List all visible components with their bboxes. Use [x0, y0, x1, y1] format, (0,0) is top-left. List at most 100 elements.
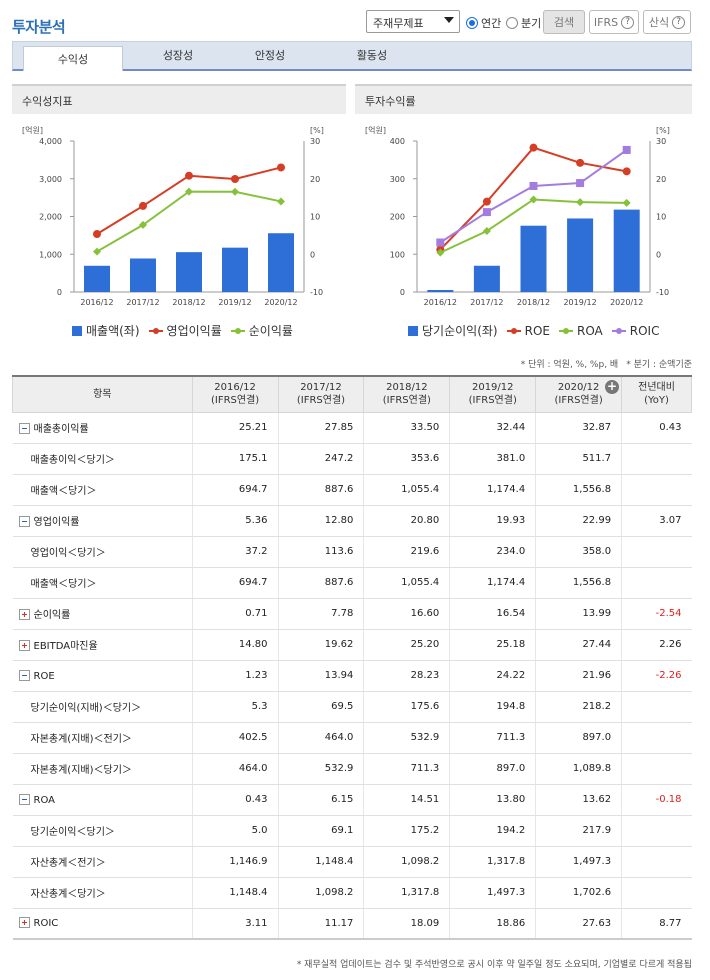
- tab-growth[interactable]: 성장성: [162, 49, 194, 62]
- value-cell: 113.6: [277, 536, 364, 568]
- row-label: ROIC: [33, 918, 59, 930]
- profitability-table: 항목 2016/12 (IFRS연결) 2017/12 (IFRS연결) 2018/12(…: [12, 375, 692, 940]
- right-axis-unit: [%]: [310, 126, 324, 135]
- collapse-icon[interactable]: [18, 793, 30, 805]
- x-tick-label: 2017/12: [126, 298, 159, 307]
- data-point[interactable]: [576, 158, 585, 167]
- data-point[interactable]: [277, 197, 285, 206]
- value-cell: 1,148.4: [191, 877, 279, 909]
- y-tick-label-right: 30: [656, 137, 666, 146]
- value-cell: 32.44: [449, 412, 536, 444]
- table-row: 자본총계(지배)＜당기＞ 464.0 532.9 711.3 897.0 1,089.8: [12, 753, 692, 785]
- data-point[interactable]: [482, 227, 491, 236]
- bar[interactable]: [130, 258, 156, 292]
- row-label: 영업이익＜당기＞: [30, 548, 106, 559]
- statement-type-select[interactable]: 주재무제표: [366, 10, 460, 33]
- left-axis-unit: [억원]: [22, 125, 43, 135]
- data-point[interactable]: [482, 197, 491, 206]
- bar[interactable]: [567, 218, 594, 292]
- tab-stability[interactable]: 안정성: [254, 49, 286, 62]
- data-point[interactable]: [185, 187, 193, 196]
- legend-item: ROIC: [611, 324, 659, 338]
- value-cell: 175.2: [363, 815, 450, 847]
- bar[interactable]: [84, 265, 110, 292]
- table-row: ROA 0.43 6.15 14.51 13.80 13.62 -0.18: [12, 784, 692, 816]
- chart-legend: 매출액(좌) 영업이익률 순이익률: [72, 322, 293, 339]
- tab-profitability[interactable]: 수익성: [23, 46, 123, 71]
- data-point[interactable]: [231, 187, 239, 196]
- bar[interactable]: [176, 252, 202, 292]
- y-tick-label-right: -10: [310, 288, 323, 297]
- add-column-icon[interactable]: +: [605, 379, 620, 394]
- y-tick-label-right: 30: [310, 137, 320, 146]
- data-point[interactable]: [529, 143, 538, 152]
- data-point[interactable]: [622, 145, 631, 154]
- yoy-cell: [621, 474, 692, 506]
- value-cell: 14.80: [191, 629, 279, 661]
- data-point[interactable]: [622, 167, 631, 176]
- bar[interactable]: [268, 233, 294, 292]
- data-point[interactable]: [529, 181, 538, 190]
- radio-unchecked-icon[interactable]: [506, 17, 518, 29]
- expand-icon[interactable]: [18, 640, 30, 651]
- search-button[interactable]: 검색: [543, 10, 585, 34]
- row-label-cell: 당기순이익＜당기＞: [12, 815, 193, 847]
- tab-bar: 수익성 성장성 안정성 활동성: [12, 41, 692, 71]
- bar[interactable]: [473, 265, 500, 292]
- row-label: 순이익률: [33, 610, 71, 621]
- collapse-icon[interactable]: [18, 669, 30, 681]
- data-point[interactable]: [139, 201, 147, 210]
- row-label-cell: 매출액＜당기＞: [12, 567, 193, 599]
- data-point[interactable]: [576, 198, 585, 207]
- value-cell: 1,055.4: [363, 567, 450, 599]
- legend-item: 순이익률: [230, 322, 293, 339]
- radio-checked-icon[interactable]: [466, 17, 478, 29]
- y-tick-label-left: 100: [390, 250, 405, 259]
- radio-quarter[interactable]: 분기: [506, 15, 541, 31]
- data-point[interactable]: [436, 238, 445, 247]
- yoy-cell: -0.18: [621, 784, 692, 816]
- header-label: 전년대비: [638, 382, 675, 394]
- value-cell: 13.62: [535, 784, 622, 816]
- data-point[interactable]: [231, 175, 239, 184]
- bar[interactable]: [613, 209, 640, 292]
- table-row: 매출총이익＜당기＞ 175.1 247.2 353.6 381.0 511.7: [12, 443, 692, 475]
- bar[interactable]: [222, 247, 248, 292]
- data-point[interactable]: [277, 163, 285, 172]
- data-point[interactable]: [185, 171, 193, 180]
- data-point[interactable]: [436, 248, 445, 257]
- value-cell: 33.50: [363, 412, 450, 444]
- expand-icon[interactable]: [18, 609, 30, 620]
- yoy-cell: [621, 846, 692, 878]
- data-point[interactable]: [482, 208, 491, 217]
- table-row: EBITDA마진율 14.80 19.62 25.20 25.18 27.44 2.26: [12, 629, 692, 661]
- data-point[interactable]: [139, 220, 147, 229]
- ifrs-button[interactable]: IFRS?: [589, 10, 639, 34]
- collapse-icon[interactable]: [18, 516, 30, 527]
- collapse-icon[interactable]: [18, 423, 30, 434]
- table-row: 자본총계(지배)＜전기＞ 402.5 464.0 532.9 711.3 897.0: [12, 722, 692, 754]
- bar[interactable]: [520, 225, 547, 292]
- yoy-cell: 2.26: [621, 629, 692, 661]
- row-label: 자본총계(지배)＜전기＞: [30, 734, 132, 745]
- data-point[interactable]: [93, 247, 101, 256]
- radio-annual[interactable]: 연간: [466, 15, 501, 31]
- data-point[interactable]: [93, 230, 101, 239]
- y-tick-label-left: 400: [390, 137, 405, 146]
- data-point[interactable]: [529, 195, 538, 204]
- value-cell: 194.2: [449, 815, 536, 847]
- row-label: ROE: [33, 670, 55, 682]
- value-cell: 16.60: [363, 598, 450, 630]
- value-cell: 13.80: [449, 784, 536, 816]
- yoy-cell: [621, 567, 692, 599]
- header-label: 2017/12: [300, 382, 342, 394]
- row-label-cell: 매출총이익률: [12, 412, 193, 444]
- bar[interactable]: [427, 289, 454, 292]
- data-point[interactable]: [622, 198, 631, 207]
- tab-activity[interactable]: 활동성: [356, 49, 388, 62]
- data-point[interactable]: [576, 179, 585, 188]
- value-cell: 219.6: [363, 536, 450, 568]
- header-label: 2019/12: [471, 382, 514, 394]
- formula-button[interactable]: 산식?: [643, 10, 691, 34]
- expand-icon[interactable]: [18, 917, 30, 929]
